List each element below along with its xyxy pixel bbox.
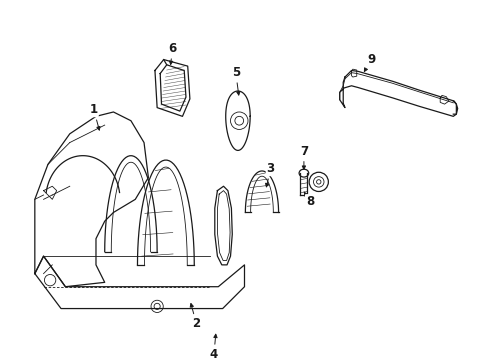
Text: 3: 3 — [265, 162, 274, 187]
Text: 4: 4 — [209, 334, 218, 360]
Text: 1: 1 — [90, 103, 100, 130]
Text: 9: 9 — [364, 53, 374, 72]
Text: 8: 8 — [304, 192, 313, 208]
Text: 2: 2 — [190, 303, 200, 330]
Text: 5: 5 — [231, 66, 240, 95]
Text: 6: 6 — [168, 42, 176, 64]
Text: 7: 7 — [299, 145, 307, 169]
